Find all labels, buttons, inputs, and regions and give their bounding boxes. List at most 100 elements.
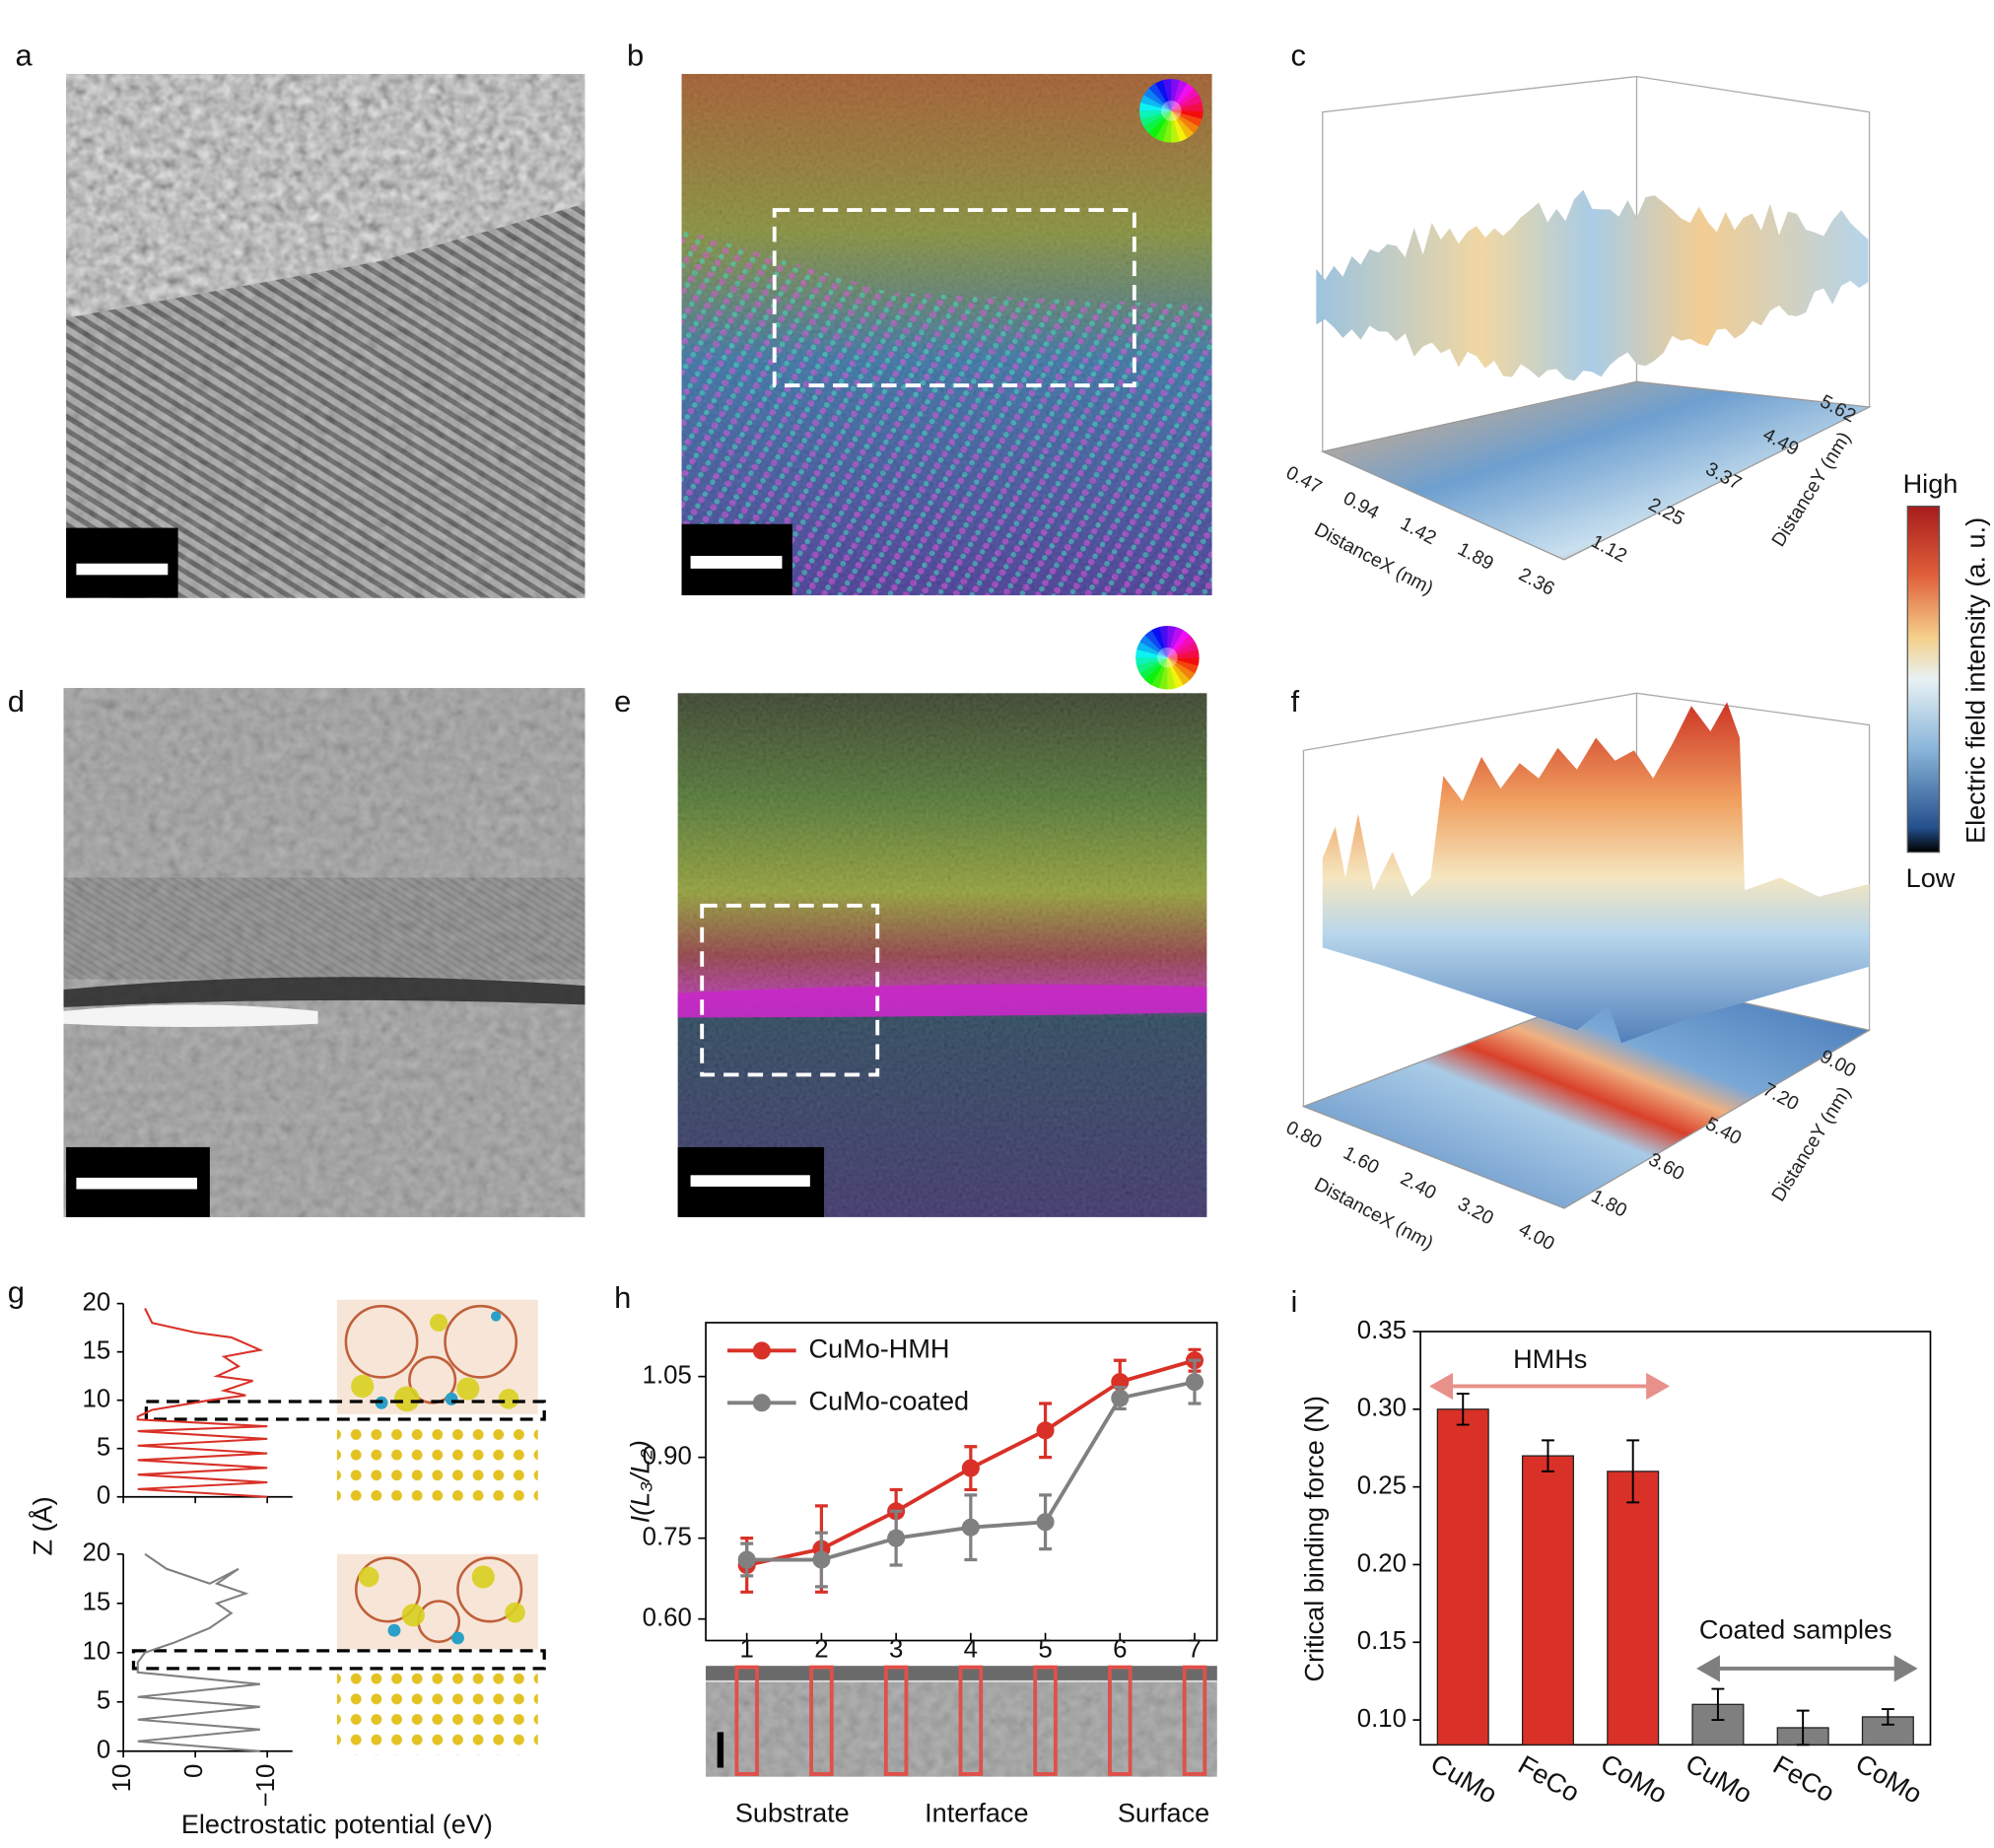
x-tick-label: 3.20 [1454, 1193, 1497, 1229]
annotation: HMHs [1513, 1343, 1587, 1374]
x-tick-label: 0 [180, 1764, 208, 1778]
tem-image [66, 74, 585, 598]
panel-label: d [8, 684, 25, 719]
point [737, 1550, 756, 1569]
annotation: Substrate [735, 1797, 850, 1827]
error-bar [1456, 1393, 1470, 1426]
y-tick-label: 0.75 [643, 1523, 692, 1550]
colorbar-label: Electric field intensity (a. u.) [1960, 517, 1990, 844]
point [1185, 1373, 1204, 1392]
color-wheel [1150, 657, 1168, 689]
panel-label: c [1291, 37, 1306, 72]
color-wheel [1166, 657, 1176, 690]
point [1036, 1513, 1055, 1532]
annotation: Coated samples [1699, 1614, 1892, 1645]
color-wheel [1159, 625, 1168, 658]
y-tick-label: 0.30 [1357, 1395, 1407, 1422]
x-tick-label: FeCo [1768, 1748, 1840, 1808]
x-tick-label: CoMo [1851, 1747, 1928, 1810]
x-axis-label: Electrostatic potential (eV) [181, 1809, 493, 1839]
panel-label: f [1291, 684, 1300, 719]
y-tick-label: 3.60 [1645, 1148, 1688, 1185]
y-tick-label: 15 [83, 1589, 111, 1616]
y-axis-label: I(L₃/L₂) [625, 1440, 655, 1523]
plot-frame [1419, 1331, 1932, 1746]
y-tick-label: 1.80 [1588, 1186, 1631, 1222]
color-wheel [1171, 110, 1188, 142]
region-box [809, 1665, 834, 1776]
x-tick-label: CuMo [1425, 1747, 1502, 1810]
color-wheel [1148, 110, 1172, 139]
color-wheel [1143, 88, 1172, 111]
color-wheel [1148, 83, 1172, 111]
color-wheel [1167, 657, 1199, 674]
color-wheel [1167, 657, 1196, 681]
color-wheel [1151, 626, 1168, 658]
x-tick-label: CuMo [1681, 1747, 1757, 1810]
structure-image [131, 1299, 546, 1755]
y-tick-label: 10 [83, 1638, 111, 1666]
color-wheel [1167, 642, 1199, 658]
x-tick-label: 0.47 [1282, 462, 1326, 499]
x-tick-label: 1.42 [1397, 513, 1440, 549]
color-wheel [1167, 635, 1196, 658]
x-tick-label: 7 [1188, 1636, 1202, 1664]
color-wheel [1139, 110, 1172, 119]
point [887, 1529, 906, 1547]
color-wheel [1162, 79, 1172, 111]
color-wheel [1139, 635, 1168, 658]
y-tick-label: 0.10 [1357, 1705, 1407, 1733]
x-tick-label: 2.40 [1397, 1168, 1440, 1204]
y-tick-label: 0 [97, 1737, 110, 1764]
color-wheel [1135, 656, 1168, 666]
phase-image [677, 625, 1207, 1217]
legend-label: CuMo-coated [809, 1385, 970, 1415]
color-wheel [1144, 657, 1168, 686]
color-wheel [1136, 641, 1168, 658]
region-box [1033, 1665, 1058, 1776]
surface-plot [1316, 75, 1872, 561]
color-wheel [1136, 657, 1168, 674]
colorbar-low: Low [1906, 862, 1956, 893]
colorbar-high: High [1903, 468, 1959, 499]
phase-image [681, 74, 1212, 595]
legend-label: CuMo-HMH [809, 1334, 950, 1364]
color-wheel [1167, 627, 1184, 658]
color-wheel [1171, 95, 1203, 111]
annotation: Interface [925, 1797, 1028, 1827]
x-tick-label: 0.80 [1282, 1117, 1326, 1153]
x-tick-label: −10 [252, 1764, 280, 1808]
legend-marker [752, 1341, 771, 1360]
x-tick-label: 1.60 [1340, 1142, 1383, 1179]
point [961, 1459, 980, 1477]
y-tick-label: 15 [83, 1336, 111, 1364]
region-box [1182, 1665, 1207, 1776]
color-wheel [1171, 88, 1200, 111]
y-tick-label: 0 [97, 1482, 110, 1510]
point [812, 1550, 831, 1569]
panel-label: h [614, 1280, 631, 1315]
y-axis-label: Z (Å) [27, 1496, 57, 1555]
color-wheel [1167, 657, 1191, 686]
point [961, 1518, 980, 1537]
x-tick-label: 0.94 [1340, 487, 1383, 523]
profile-line [136, 1308, 268, 1498]
x-tick-label: 4 [964, 1636, 978, 1664]
region-box [1108, 1665, 1133, 1776]
x-tick-label: 2 [814, 1636, 828, 1664]
panel-label: a [15, 37, 33, 72]
color-wheel [1167, 630, 1191, 658]
y-tick-label: 1.05 [643, 1361, 692, 1389]
y-tick-label: 10 [83, 1385, 111, 1412]
color-wheel [1170, 110, 1180, 143]
error-bar [1711, 1687, 1725, 1722]
x-tick-label: 5 [1038, 1636, 1052, 1664]
x-tick-label: 6 [1113, 1636, 1127, 1664]
arrow [1429, 1372, 1671, 1401]
y-tick-label: 5 [97, 1687, 110, 1715]
x-tick-label: FeCo [1513, 1748, 1585, 1808]
y-axis-label: Critical binding force (N) [1298, 1396, 1329, 1681]
plot-frame [705, 1322, 1218, 1642]
